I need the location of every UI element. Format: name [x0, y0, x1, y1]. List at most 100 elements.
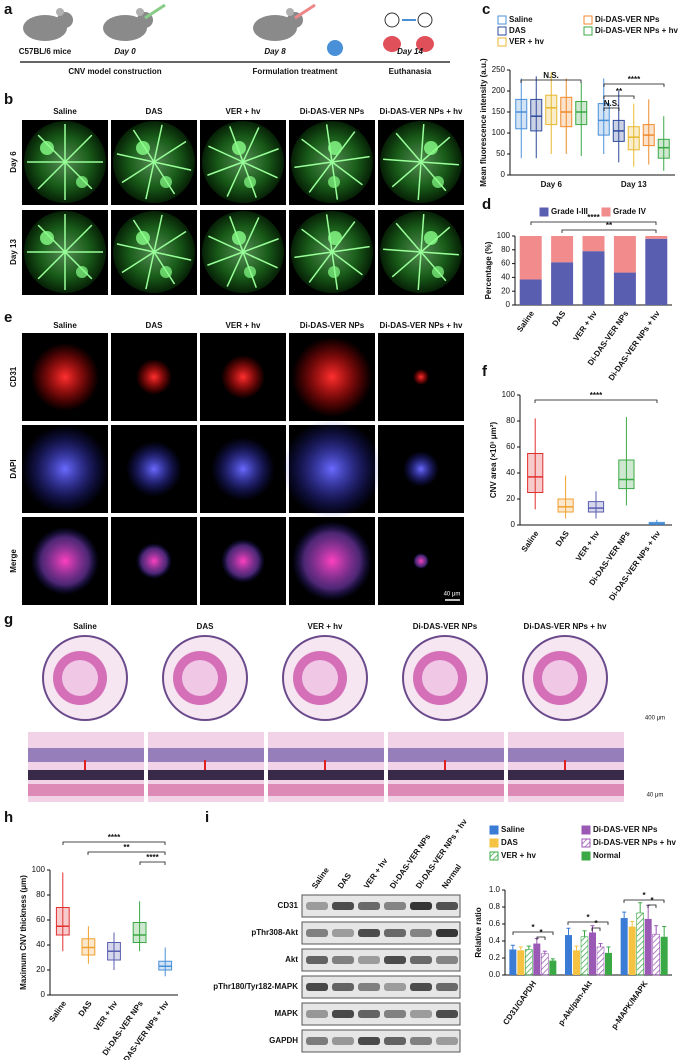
column-label: DAS — [146, 107, 164, 116]
bar-segment — [551, 262, 574, 305]
x-tick-label: Saline — [515, 309, 536, 334]
significance-bracket — [512, 931, 554, 935]
significance-bracket — [87, 851, 166, 855]
significance-label: **** — [628, 75, 641, 84]
organ-icon — [383, 36, 401, 52]
vessel — [242, 148, 279, 163]
legend-swatch — [581, 825, 591, 835]
y-tick-label: 100 — [492, 128, 506, 137]
vessel — [391, 251, 422, 278]
significance-bracket — [623, 899, 665, 903]
legend-label: VER + hv — [509, 37, 544, 46]
stage-label: Formulation treatment — [253, 67, 338, 76]
significance-bracket — [591, 927, 601, 931]
y-tick-label: 100 — [502, 390, 516, 399]
panel-label: e — [4, 309, 12, 326]
vessel — [301, 228, 333, 253]
y-tick-label: 40 — [36, 940, 45, 949]
y-axis-label: Mean fluorescence intensity (a.u.) — [479, 58, 488, 187]
significance-label: * — [642, 891, 646, 900]
vessel — [294, 161, 333, 169]
legend-swatch — [601, 207, 611, 217]
retina-layer — [508, 784, 624, 796]
legend-swatch — [497, 26, 507, 36]
bar — [660, 936, 668, 975]
x-tick-label: Day 6 — [541, 180, 563, 189]
lesion — [424, 231, 438, 245]
strain-label: C57BL/6 mice — [19, 47, 72, 56]
day-label: Day 14 — [397, 47, 423, 56]
lane-label: Saline — [310, 865, 331, 890]
legend-label: Saline — [509, 15, 533, 24]
y-tick-label: 150 — [492, 107, 506, 116]
blot-band — [332, 902, 354, 910]
bar — [517, 950, 525, 975]
lane-label: Normal — [440, 863, 463, 891]
vessel — [64, 134, 93, 163]
vessel — [420, 124, 425, 163]
y-tick-label: 40 — [501, 273, 510, 282]
laser — [144, 3, 166, 20]
bar-segment — [582, 236, 605, 252]
band-label: GAPDH — [269, 1036, 298, 1045]
significance-bracket — [530, 221, 657, 225]
lesion — [244, 266, 256, 278]
blot-band — [436, 1037, 458, 1045]
panel-label: a — [4, 1, 13, 18]
mouse-icon — [57, 12, 73, 28]
blot-band — [410, 902, 432, 910]
y-tick-label: 20 — [506, 494, 515, 503]
stain-signal — [282, 419, 382, 519]
vessel — [391, 161, 422, 188]
lane-label: VER + hv — [362, 856, 390, 890]
significance-label: N.S. — [604, 99, 620, 108]
column-label: DAS — [146, 321, 164, 330]
blot-band — [384, 983, 406, 991]
lesion — [328, 231, 342, 245]
lesion — [244, 176, 256, 188]
legend-swatch — [489, 825, 499, 835]
x-tick-label: CD31/GAPDH — [501, 979, 538, 1027]
scale-label: 40 μm — [647, 793, 664, 799]
bar-segment — [519, 236, 542, 280]
blot-band — [410, 1037, 432, 1045]
vessel — [383, 158, 422, 163]
significance-bracket — [561, 229, 657, 233]
y-tick-label: 0.6 — [489, 919, 501, 928]
band-label: pThr308-Akt — [251, 928, 298, 937]
retina-layer — [148, 770, 264, 780]
retina-layer — [388, 748, 504, 762]
column-label: Saline — [73, 622, 97, 631]
retina-layer — [508, 748, 624, 762]
stain-signal — [292, 521, 372, 601]
retina-layer — [28, 748, 144, 762]
mouse-ear — [136, 8, 144, 16]
retina-layer — [148, 784, 264, 796]
bar-segment — [613, 236, 636, 273]
legend-swatch — [581, 838, 591, 848]
bar — [652, 933, 660, 976]
blot-band — [358, 956, 380, 964]
legend-swatch — [489, 851, 499, 861]
bar-segment — [613, 272, 636, 305]
panel-label: c — [482, 1, 490, 18]
blot-band — [358, 929, 380, 937]
blot-band — [410, 956, 432, 964]
stain-signal — [403, 451, 439, 487]
stage-label: CNV model construction — [68, 67, 161, 76]
bar — [605, 952, 612, 975]
lane-label: Di-DAS-VER NPs + hv — [414, 817, 469, 891]
x-tick-label: p-MAPK/MAPK — [610, 979, 650, 1031]
eye-lens — [422, 660, 458, 696]
blot-strip — [301, 921, 461, 945]
box — [587, 501, 605, 513]
legend-swatch — [539, 207, 549, 217]
lesion — [328, 176, 340, 188]
vessel — [64, 224, 93, 253]
lesion — [232, 141, 246, 155]
blot-band — [436, 1010, 458, 1018]
vessel — [121, 251, 155, 274]
significance-bracket — [567, 921, 609, 925]
x-tick-label: Day 13 — [621, 180, 647, 189]
panel-label: h — [4, 809, 13, 826]
